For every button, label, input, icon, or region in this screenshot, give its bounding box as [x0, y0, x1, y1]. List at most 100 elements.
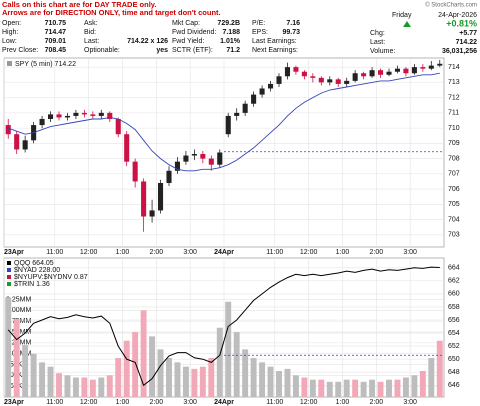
legend-entry: QQQ 664.05 [14, 260, 54, 267]
x-tick-label: 12:00 [300, 399, 318, 406]
label: Chg: [370, 30, 385, 37]
volume-bar [216, 327, 223, 397]
quote-value: 7.16 [286, 20, 300, 27]
change-pct: +0.81% [446, 18, 477, 28]
quote-value: 729.2B [217, 20, 240, 27]
y-tick-label: 2.00MM [6, 307, 31, 314]
volume-bar [276, 371, 282, 397]
x-tick-label: 24Apr [214, 399, 234, 406]
volume-bar [89, 379, 96, 397]
candle-body [242, 103, 248, 113]
volume-bar [13, 319, 20, 397]
legend-entry: $NYAD 228.00 [14, 267, 60, 274]
candle-body [394, 68, 400, 72]
y-tick-label: 708 [448, 155, 460, 162]
legend-icon [7, 268, 11, 272]
y-tick-label: 706 [448, 186, 460, 193]
quote-label: High: [2, 29, 18, 36]
volume-bar [292, 375, 299, 397]
volume-bar [182, 366, 189, 397]
candle-body [259, 88, 265, 95]
y-tick-label: 658 [448, 304, 460, 311]
volume-bar [377, 381, 384, 397]
x-tick-label: 1:00 [116, 399, 130, 406]
quote-label: Bid: [84, 29, 96, 36]
volume-bar [5, 297, 12, 397]
volume-bar [394, 379, 401, 397]
x-tick-label: 3:00 [403, 399, 417, 406]
x-tick-label: 1:00 [336, 399, 350, 406]
volume-bar [343, 379, 350, 397]
volume-bar [22, 345, 29, 397]
candle-body [90, 114, 96, 116]
volume-bar [132, 332, 139, 397]
volume-bar [199, 366, 206, 397]
candle-body [335, 79, 341, 84]
candle-body [5, 125, 11, 135]
volume-bar [326, 381, 333, 397]
quote-label: Fwd Dividend: [172, 29, 216, 36]
copyright: © StockCharts.com [425, 2, 477, 9]
candle-body [327, 79, 333, 83]
volume-bar [140, 310, 147, 397]
legend-entry: $NYUPV:$NYDNV 0.87 [14, 274, 88, 281]
volume-bar [225, 301, 232, 397]
x-tick-label: 2:00 [369, 399, 383, 406]
date: 24-Apr-2026 [438, 12, 477, 19]
x-tick-label: 11:00 [266, 249, 283, 256]
y-tick-label: 709 [448, 140, 460, 147]
candle-body [437, 63, 443, 66]
volume-bar [250, 358, 257, 397]
volume-bar [81, 377, 88, 397]
candle-body [98, 112, 104, 116]
candle-body [268, 83, 274, 89]
volume-bar [72, 377, 79, 397]
x-tick-label: 24Apr [214, 249, 234, 256]
x-tick-label: 2:00 [369, 249, 383, 256]
y-tick-label: 652 [448, 343, 460, 350]
x-tick-label: 3:00 [403, 249, 417, 256]
y-tick-label: 711 [448, 110, 459, 117]
volume-bar [428, 358, 435, 397]
y-tick-label: 664 [448, 265, 460, 272]
quote-label: Prev Close: [2, 47, 38, 54]
candle-body [301, 71, 307, 77]
quote-label: Low: [2, 38, 17, 45]
x-tick-label: 1:00 [116, 249, 130, 256]
volume-bar [352, 379, 359, 397]
x-tick-label: 12:00 [80, 249, 98, 256]
candle-body [73, 112, 79, 116]
quote-label: Ask: [84, 20, 98, 27]
candle-body [107, 112, 113, 119]
volume-bar [360, 381, 367, 397]
legend-icon [7, 282, 11, 286]
volume-bar [208, 358, 215, 397]
candle-body [149, 210, 155, 217]
candle-body [344, 80, 350, 84]
x-tick-label: 1:00 [336, 249, 350, 256]
x-tick-label: 11:00 [266, 399, 283, 406]
quote-value: 99.73 [282, 29, 300, 36]
candle-body [378, 70, 384, 75]
candle-body [174, 161, 180, 171]
candle-body [56, 114, 62, 118]
volume-bar [233, 332, 240, 397]
volume-bar [335, 381, 342, 397]
candle-body [403, 68, 409, 74]
candle-body [411, 67, 417, 74]
candle-body [191, 154, 197, 156]
volume-bar [284, 368, 291, 397]
candle-body [420, 67, 426, 69]
quote-label: Fwd Yield: [172, 38, 204, 45]
y-tick-label: 656 [448, 317, 460, 324]
candle-body [234, 112, 240, 116]
candle-body [39, 118, 45, 126]
volume-bar [166, 358, 172, 397]
candle-body [48, 114, 54, 119]
y-tick-label: 648 [448, 369, 460, 376]
candle-body [225, 115, 231, 135]
quote-value: 714.22 x 126 [127, 38, 168, 45]
volume-bar [123, 340, 130, 397]
candle-body [166, 170, 172, 183]
